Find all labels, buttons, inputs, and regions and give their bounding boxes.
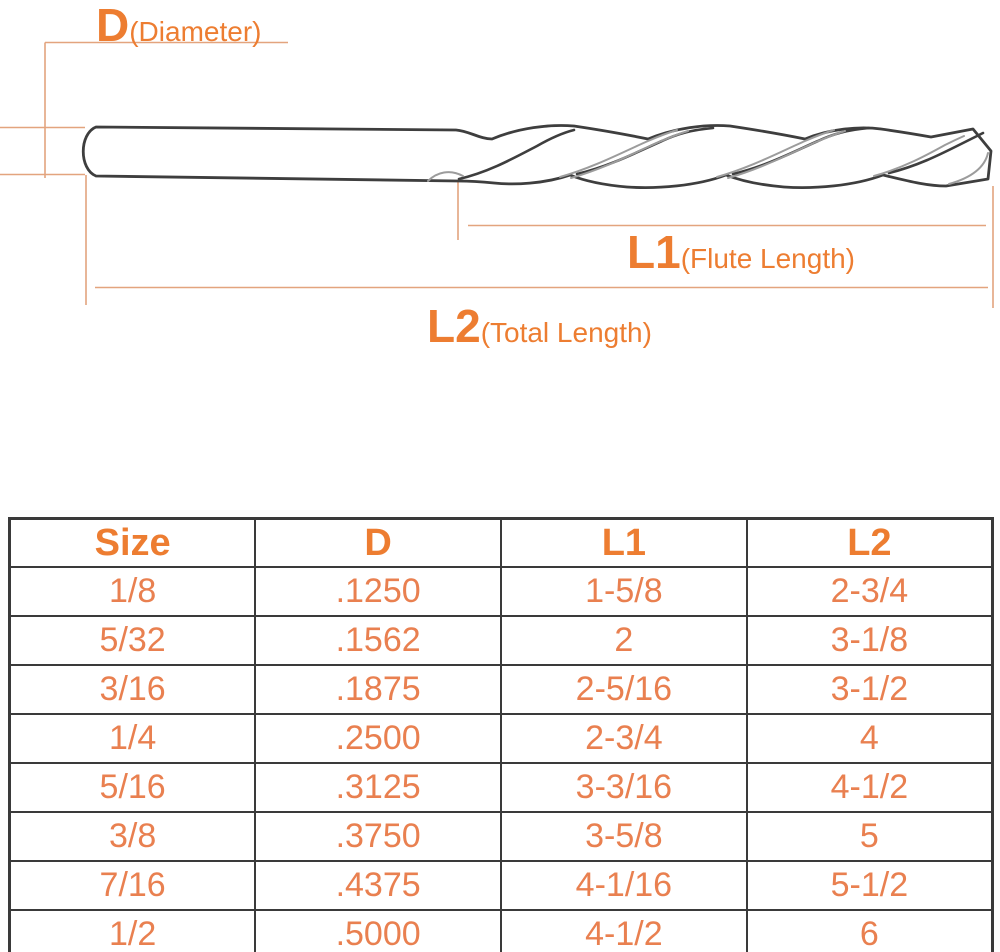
flute-highlight-1b <box>570 130 689 179</box>
flute-highlight-2a <box>716 129 835 178</box>
flute-highlight-3 <box>873 135 965 177</box>
table-cell: .2500 <box>254 713 502 764</box>
table-cell: 5 <box>745 811 994 862</box>
table-cell: 2-5/16 <box>500 664 748 715</box>
col-header-size: Size <box>8 517 257 568</box>
table-cell: 2 <box>500 615 748 666</box>
col-header-l2: L2 <box>745 517 994 568</box>
table-row: 1/8 .1250 1-5/8 2-3/4 <box>8 566 994 617</box>
col-header-l1: L1 <box>500 517 748 568</box>
dimension-lines <box>0 41 994 308</box>
table-row: 7/16 .4375 4-1/16 5-1/2 <box>8 860 994 911</box>
flute-runout-curve <box>427 171 464 182</box>
col-header-d: D <box>254 517 502 568</box>
table-cell: 5/16 <box>8 762 257 813</box>
flute-highlights <box>427 129 989 185</box>
table-cell: 5-1/2 <box>745 860 994 911</box>
table-cell: 7/16 <box>8 860 257 911</box>
table-row: 5/32 .1562 2 3-1/8 <box>8 615 994 666</box>
table-cell: .4375 <box>254 860 502 911</box>
flute-length-label: L1 (Flute Length) <box>627 229 855 275</box>
table-cell: .1875 <box>254 664 502 715</box>
drill-bit-diagram: D (Diameter) L1 (Flute Length) L2 (Total… <box>0 0 1000 470</box>
table-cell: .5000 <box>254 909 502 952</box>
total-length-label: L2 (Total Length) <box>427 303 652 349</box>
flute-length-desc: (Flute Length) <box>680 243 856 274</box>
diameter-abbr: D <box>96 0 130 51</box>
table-row: 3/8 .3750 3-5/8 5 <box>8 811 994 862</box>
table-row: 1/4 .2500 2-3/4 4 <box>8 713 994 764</box>
table-cell: 1/2 <box>8 909 257 952</box>
drill-bit-drawing <box>0 41 994 308</box>
table-cell: 1/8 <box>8 566 257 617</box>
table-cell: 2-3/4 <box>745 566 994 617</box>
flute-edge-1 <box>457 128 576 181</box>
table-cell: 3-5/8 <box>500 811 748 862</box>
drill-bit-outline <box>82 124 993 189</box>
table-cell: 4 <box>745 713 994 764</box>
size-spec-table: Size D L1 L2 1/8 .1250 1-5/8 2-3/4 5/32 … <box>8 517 994 952</box>
flute-highlight-1a <box>559 129 678 178</box>
table-cell: .1562 <box>254 615 502 666</box>
diameter-desc: (Diameter) <box>129 16 262 47</box>
table-row: 3/16 .1875 2-5/16 3-1/2 <box>8 664 994 715</box>
table-cell: .1250 <box>254 566 502 617</box>
table-cell: .3750 <box>254 811 502 862</box>
table-cell: 3-1/8 <box>745 615 994 666</box>
total-length-desc: (Total Length) <box>480 317 652 348</box>
table-cell: 3/16 <box>8 664 257 715</box>
total-length-abbr: L2 <box>427 300 481 352</box>
flute-edge-4 <box>887 131 985 175</box>
table-cell: 4-1/16 <box>500 860 748 911</box>
flute-highlight-2b <box>727 130 846 179</box>
table-cell: 4-1/2 <box>745 762 994 813</box>
table-cell: 3-3/16 <box>500 762 748 813</box>
table-cell: 1/4 <box>8 713 257 764</box>
table-cell: 3/8 <box>8 811 257 862</box>
table-row: 5/16 .3125 3-3/16 4-1/2 <box>8 762 994 813</box>
table-cell: 6 <box>745 909 994 952</box>
table-cell: 4-1/2 <box>500 909 748 952</box>
tip-facet-curve <box>948 152 989 185</box>
diameter-label: D (Diameter) <box>96 2 261 48</box>
table-row: 1/2 .5000 4-1/2 6 <box>8 909 994 952</box>
table-cell: 1-5/8 <box>500 566 748 617</box>
table-cell: 2-3/4 <box>500 713 748 764</box>
table-cell: 5/32 <box>8 615 257 666</box>
table-cell: .3125 <box>254 762 502 813</box>
table-cell: 3-1/2 <box>745 664 994 715</box>
flute-length-abbr: L1 <box>627 226 681 278</box>
table-header-row: Size D L1 L2 <box>8 517 994 568</box>
